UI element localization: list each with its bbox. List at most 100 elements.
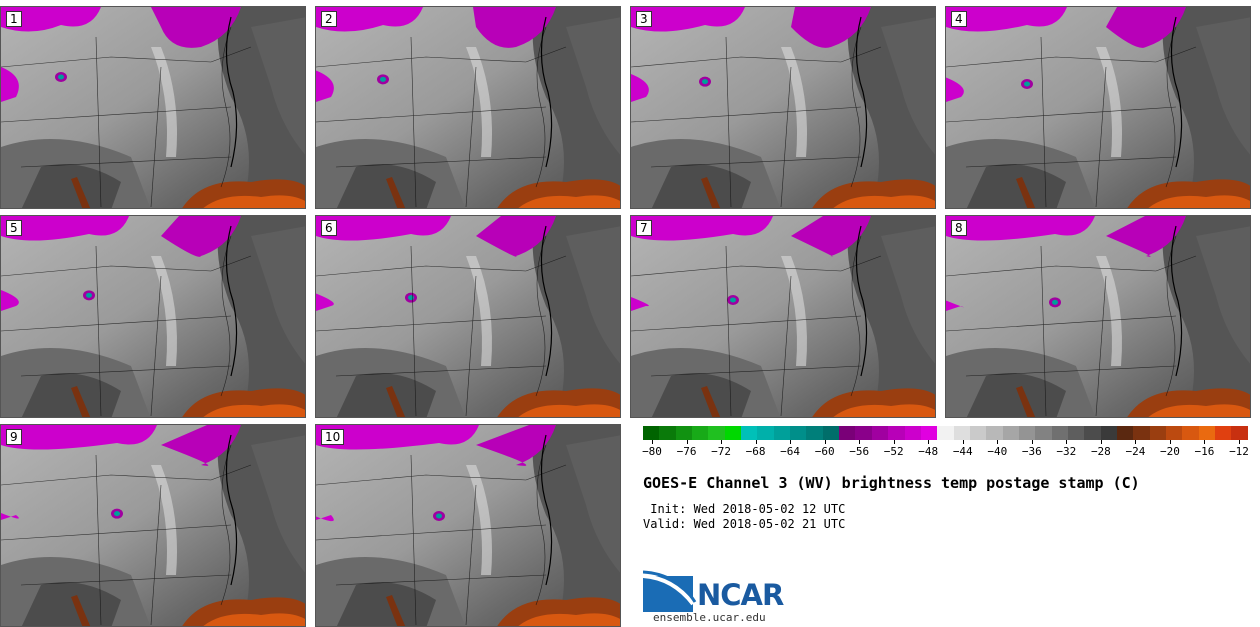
panel-number-label: 5	[6, 220, 22, 236]
colorbar-bin	[1084, 426, 1101, 440]
colorbar-tick-label: −32	[1056, 445, 1077, 458]
colorbar-bin	[1067, 426, 1085, 440]
map-panel-7: 7	[630, 215, 936, 418]
colorbar-tick-mark	[1239, 440, 1240, 444]
site-url[interactable]: ensemble.ucar.edu	[653, 611, 766, 624]
colorbar-bin	[839, 426, 856, 440]
colorbar-bin	[1133, 426, 1150, 440]
colorbar-bin	[1215, 426, 1232, 440]
colorbar	[643, 426, 1248, 440]
colorbar-bin	[1231, 426, 1248, 440]
colorbar-bin	[1182, 426, 1199, 440]
colorbar-tick-label: −36	[1021, 445, 1042, 458]
colorbar-tick-mark	[1100, 440, 1102, 444]
map-panel-4: 4	[945, 6, 1251, 209]
colorbar-bin	[1002, 426, 1019, 440]
colorbar-tick-mark	[1031, 440, 1033, 444]
colorbar-bin	[888, 426, 905, 440]
colorbar-bin	[741, 426, 758, 440]
colorbar-tick-mark	[1066, 440, 1068, 444]
colorbar-bin	[969, 426, 987, 440]
colorbar-tick-label: −60	[814, 445, 835, 458]
colorbar-tick-mark	[790, 440, 792, 444]
colorbar-bin	[1035, 426, 1052, 440]
colorbar-tick-label: −12	[1229, 445, 1249, 458]
panel-number-label: 1	[6, 11, 22, 27]
colorbar-tick-label: −80	[642, 445, 662, 458]
colorbar-bin	[724, 426, 742, 440]
colorbar-tick-label: −40	[987, 445, 1008, 458]
colorbar-bin	[806, 426, 823, 440]
colorbar-tick-label: −48	[918, 445, 939, 458]
colorbar-tick-mark	[859, 440, 861, 444]
colorbar-tick-label: −16	[1194, 445, 1215, 458]
colorbar-bin	[659, 426, 676, 440]
colorbar-tick-mark	[1135, 440, 1137, 444]
colorbar-bin	[757, 426, 774, 440]
init-time: Init: Wed 2018-05-02 12 UTC	[643, 502, 846, 516]
colorbar-bin	[822, 426, 840, 440]
colorbar-bin	[643, 426, 660, 440]
colorbar-bin	[1051, 426, 1068, 440]
colorbar-tick-mark	[686, 440, 688, 444]
map-panel-6: 6	[315, 215, 621, 418]
colorbar-bin	[1018, 426, 1036, 440]
colorbar-tick-label: −56	[849, 445, 870, 458]
colorbar-tick-label: −44	[952, 445, 973, 458]
panel-number-label: 10	[321, 429, 345, 445]
colorbar-bin	[1166, 426, 1183, 440]
colorbar-bin	[675, 426, 693, 440]
colorbar-tick-mark	[997, 440, 999, 444]
colorbar-tick-mark	[1169, 440, 1171, 444]
panel-number-label: 3	[636, 11, 652, 27]
colorbar-ticks: −80 −76 −72 −68 −64 −60 −56 −52 −48 −44 −40 −36 −32−…	[642, 440, 1249, 462]
colorbar-tick-label: −76	[676, 445, 697, 458]
colorbar-bin	[937, 426, 954, 440]
colorbar-bin	[1198, 426, 1216, 440]
colorbar-tick-mark	[755, 440, 757, 444]
colorbar-bin	[1100, 426, 1117, 440]
colorbar-bin	[773, 426, 791, 440]
colorbar-tick-label: −64	[780, 445, 801, 458]
colorbar-tick-label: −52	[883, 445, 904, 458]
colorbar-tick-label: −28	[1090, 445, 1111, 458]
colorbar-tick-mark	[652, 440, 653, 444]
colorbar-tick-mark	[1204, 440, 1206, 444]
panel-number-label: 9	[6, 429, 22, 445]
map-panel-10: 10	[315, 424, 621, 627]
map-panel-2: 2	[315, 6, 621, 209]
colorbar-tick-label: −68	[745, 445, 766, 458]
colorbar-bin	[790, 426, 807, 440]
map-panel-9: 9	[0, 424, 306, 627]
colorbar-bin	[1116, 426, 1134, 440]
colorbar-tick-mark	[721, 440, 723, 444]
colorbar-tick-mark	[962, 440, 964, 444]
ncar-logo-icon	[643, 570, 697, 612]
colorbar-tick-label: −72	[711, 445, 731, 458]
colorbar-tick-label: −20	[1160, 445, 1180, 458]
colorbar-tick-label: −24	[1125, 445, 1146, 458]
ncar-logo-text: NCAR	[697, 578, 784, 612]
colorbar-bin	[920, 426, 938, 440]
colorbar-bin	[855, 426, 872, 440]
panel-number-label: 8	[951, 220, 967, 236]
colorbar-bin	[986, 426, 1003, 440]
colorbar-bin	[1149, 426, 1166, 440]
map-panel-1: 1	[0, 6, 306, 209]
panel-number-label: 6	[321, 220, 337, 236]
plot-title: GOES-E Channel 3 (WV) brightness temp po…	[643, 474, 1140, 492]
colorbar-tick-mark	[893, 440, 895, 444]
map-panel-3: 3	[630, 6, 936, 209]
colorbar-bin	[904, 426, 921, 440]
colorbar-bin	[953, 426, 970, 440]
valid-time: Valid: Wed 2018-05-02 21 UTC	[643, 517, 846, 531]
colorbar-bin	[871, 426, 889, 440]
map-panel-8: 8	[945, 215, 1251, 418]
colorbar-tick-mark	[928, 440, 930, 444]
panel-number-label: 2	[321, 11, 337, 27]
colorbar-bin	[692, 426, 709, 440]
map-panel-5: 5	[0, 215, 306, 418]
colorbar-bin	[708, 426, 725, 440]
panel-number-label: 7	[636, 220, 652, 236]
panel-number-label: 4	[951, 11, 967, 27]
